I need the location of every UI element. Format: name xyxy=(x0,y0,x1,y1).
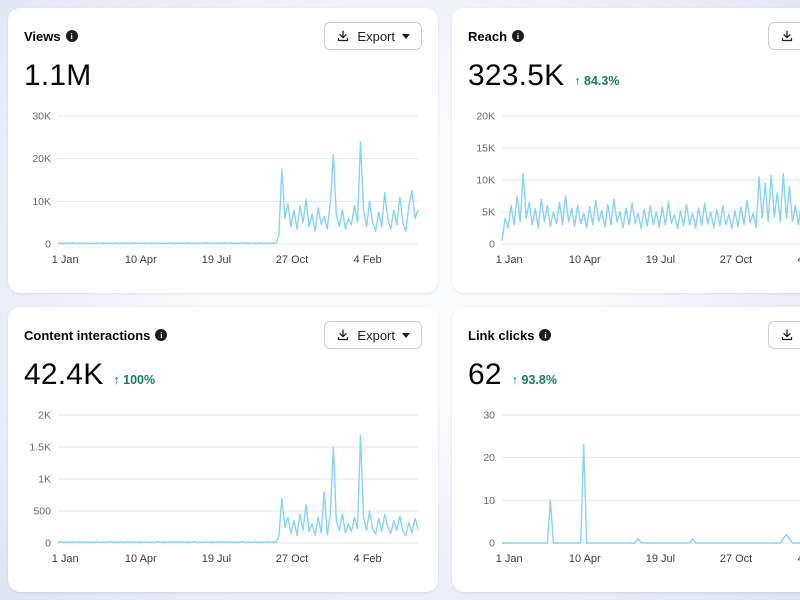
download-icon xyxy=(782,30,793,42)
svg-text:19 Jul: 19 Jul xyxy=(202,254,231,266)
svg-text:19 Jul: 19 Jul xyxy=(646,553,675,565)
metric-delta: ↑ 93.8% xyxy=(511,373,557,387)
card-title: Link clicks xyxy=(468,327,535,343)
svg-text:4 Feb: 4 Feb xyxy=(354,553,382,565)
views-chart: 0 10K 20K 30K 1 Jan 10 Apr 19 Jul 27 Oct 4 Feb xyxy=(24,106,422,283)
svg-text:20: 20 xyxy=(483,452,495,464)
info-icon[interactable]: i xyxy=(155,329,168,341)
svg-text:0: 0 xyxy=(45,538,51,550)
svg-text:20K: 20K xyxy=(476,111,495,123)
svg-text:19 Jul: 19 Jul xyxy=(202,553,231,565)
svg-text:0: 0 xyxy=(489,239,495,251)
svg-text:10: 10 xyxy=(483,495,495,507)
card-title: Views xyxy=(24,28,61,44)
svg-text:1K: 1K xyxy=(38,474,51,486)
info-icon[interactable]: i xyxy=(65,30,78,42)
svg-text:4 Feb: 4 Feb xyxy=(798,553,800,565)
svg-text:10K: 10K xyxy=(476,175,495,187)
metric-value: 1.1M xyxy=(24,59,92,92)
svg-text:1 Jan: 1 Jan xyxy=(52,254,79,266)
content-interactions-card: Content interactions i Export 42.4K ↑ 10… xyxy=(8,307,438,592)
export-button[interactable]: Export xyxy=(324,321,422,349)
export-label: Export xyxy=(357,28,395,44)
svg-text:4 Feb: 4 Feb xyxy=(354,254,382,266)
export-label: Export xyxy=(357,327,395,343)
info-icon[interactable]: i xyxy=(539,329,552,341)
reach-card: Reach i Export 323.5K ↑ 84.3% 0 5K 10K 15K 2… xyxy=(452,8,800,293)
svg-text:10 Apr: 10 Apr xyxy=(569,553,601,565)
svg-text:5K: 5K xyxy=(482,207,495,219)
svg-text:10 Apr: 10 Apr xyxy=(125,254,157,266)
svg-text:27 Oct: 27 Oct xyxy=(720,553,752,565)
metric-value: 323.5K xyxy=(468,59,565,92)
metric-value: 42.4K xyxy=(24,358,104,391)
info-icon[interactable]: i xyxy=(512,30,525,42)
svg-text:10 Apr: 10 Apr xyxy=(125,553,157,565)
line-chart: 0 10 20 30 1 Jan 10 Apr 19 Jul 27 Oct 4 Feb xyxy=(483,410,800,565)
download-icon xyxy=(338,30,349,42)
metric-delta: ↑ 100% xyxy=(113,373,156,387)
svg-text:15K: 15K xyxy=(476,143,495,155)
svg-text:20K: 20K xyxy=(32,153,51,165)
chevron-down-icon xyxy=(402,33,410,39)
link-clicks-card: Link clicks i Export 62 ↑ 93.8% 0 10 20 30 1… xyxy=(452,307,800,592)
svg-text:27 Oct: 27 Oct xyxy=(276,553,308,565)
card-title: Content interactions xyxy=(24,327,151,343)
svg-text:30K: 30K xyxy=(32,111,51,123)
card-header: Views i Export xyxy=(24,22,422,50)
svg-text:1.5K: 1.5K xyxy=(29,442,51,454)
content-interactions-chart: 0 500 1K 1.5K 2K 1 Jan 10 Apr 19 Jul 27 Oct 4 Feb xyxy=(24,405,422,582)
svg-text:1 Jan: 1 Jan xyxy=(496,553,523,565)
svg-text:19 Jul: 19 Jul xyxy=(646,254,675,266)
card-title: Reach xyxy=(468,28,508,44)
card-header: Content interactions i Export xyxy=(24,321,422,349)
svg-text:500: 500 xyxy=(33,506,51,518)
line-chart: 0 10K 20K 30K 1 Jan 10 Apr 19 Jul 27 Oct 4 Feb xyxy=(32,111,419,266)
svg-text:30: 30 xyxy=(483,410,495,422)
card-header: Link clicks i Export xyxy=(468,321,800,349)
views-card: Views i Export 1.1M 0 10K 20K 30K 1 Jan 10 Ap… xyxy=(8,8,438,293)
metric-value: 62 xyxy=(468,358,502,391)
download-icon xyxy=(782,329,793,341)
svg-text:2K: 2K xyxy=(38,410,51,422)
link-clicks-chart: 0 10 20 30 1 Jan 10 Apr 19 Jul 27 Oct 4 Feb xyxy=(468,405,800,582)
chevron-down-icon xyxy=(402,332,410,338)
svg-text:10K: 10K xyxy=(32,196,51,208)
export-button[interactable]: Export xyxy=(324,22,422,50)
svg-text:0: 0 xyxy=(45,239,51,251)
svg-text:10 Apr: 10 Apr xyxy=(569,254,601,266)
svg-text:0: 0 xyxy=(489,538,495,550)
card-header: Reach i Export xyxy=(468,22,800,50)
svg-text:27 Oct: 27 Oct xyxy=(720,254,752,266)
svg-text:1 Jan: 1 Jan xyxy=(52,553,79,565)
export-button[interactable]: Export xyxy=(768,22,800,50)
download-icon xyxy=(338,329,349,341)
svg-text:4 Feb: 4 Feb xyxy=(798,254,800,266)
line-chart: 0 500 1K 1.5K 2K 1 Jan 10 Apr 19 Jul 27 Oct 4 Feb xyxy=(29,410,419,565)
line-chart: 0 5K 10K 15K 20K 1 Jan 10 Apr 19 Jul 27 Oct 4 Feb xyxy=(476,111,800,266)
metric-delta: ↑ 84.3% xyxy=(574,74,620,88)
svg-text:27 Oct: 27 Oct xyxy=(276,254,308,266)
reach-chart: 0 5K 10K 15K 20K 1 Jan 10 Apr 19 Jul 27 Oct 4 Feb xyxy=(468,106,800,283)
export-button[interactable]: Export xyxy=(768,321,800,349)
svg-text:1 Jan: 1 Jan xyxy=(496,254,523,266)
